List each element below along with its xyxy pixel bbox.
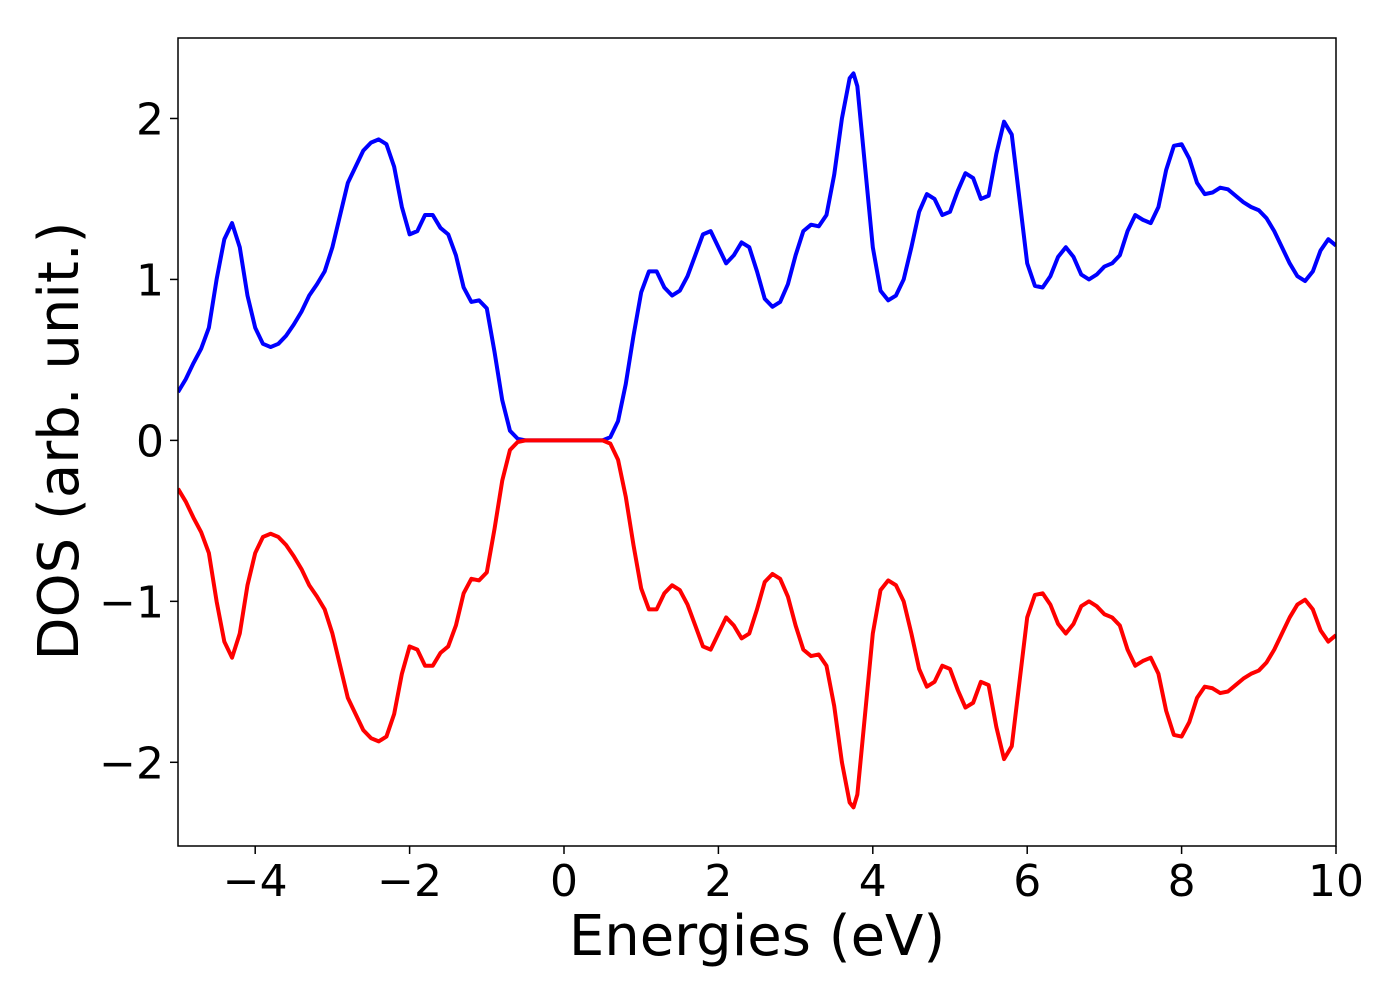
x-tick-label: −4 <box>223 856 288 907</box>
x-tick-label: 10 <box>1308 856 1364 907</box>
y-axis-label: DOS (arb. unit.) <box>27 221 92 660</box>
dos-line <box>178 71 1336 443</box>
x-tick-label: 2 <box>704 856 732 907</box>
dos-line <box>178 438 1336 810</box>
x-tick-label: 6 <box>1013 856 1041 907</box>
x-tick-label: −2 <box>377 856 442 907</box>
y-tick-label: 2 <box>136 94 164 145</box>
x-axis-label: Energies (eV) <box>569 904 945 969</box>
plot-frame <box>177 37 1337 847</box>
y-tick-label: 0 <box>136 416 164 467</box>
y-tick-label: −1 <box>99 577 164 628</box>
y-tick-label: −2 <box>99 738 164 789</box>
x-tick-label: 8 <box>1168 856 1196 907</box>
x-tick-label: 0 <box>550 856 578 907</box>
x-tick-label: 4 <box>859 856 887 907</box>
y-tick-label: 1 <box>136 255 164 306</box>
